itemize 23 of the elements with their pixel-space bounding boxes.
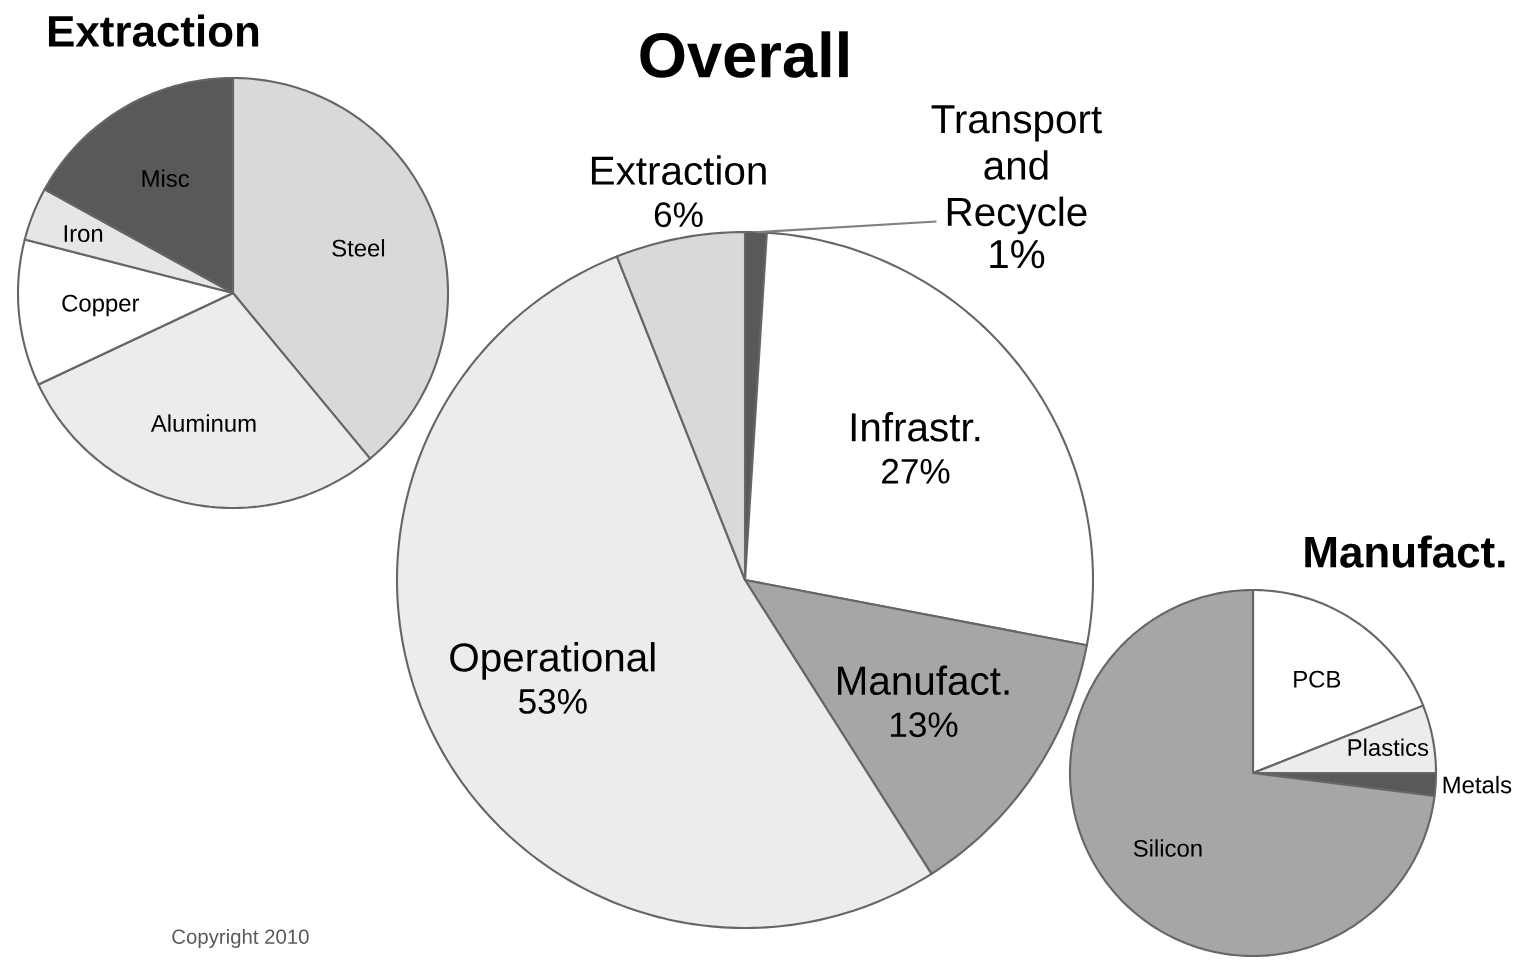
chart-title: Manufact. [1305, 535, 1505, 568]
data-label: 6% [654, 202, 703, 228]
slice-label: Silicon [1133, 839, 1202, 857]
slice-label: Plastics [1348, 738, 1429, 757]
slice-label: PCB [1294, 670, 1341, 688]
slice-label: Operational [450, 642, 655, 680]
slice-label: Copper [62, 294, 140, 317]
data-label: 53% [519, 689, 587, 714]
data-label: 1% [990, 239, 1045, 269]
slice-label: Steel [332, 239, 385, 257]
slice-label: Metals [1443, 775, 1512, 794]
slice-label: Aluminum [150, 414, 256, 432]
slice-label: Transport and Recycle [931, 105, 1102, 235]
data-label: 13% [890, 712, 958, 738]
slice-label: Manufact. [838, 665, 1009, 696]
chart-title: Overall [640, 31, 848, 78]
slice-label: Misc [142, 169, 190, 188]
slice-label: Extraction [591, 155, 766, 186]
slice-label: Iron [64, 225, 103, 242]
slice-label: Infrastr. [851, 411, 980, 442]
text: Copyright 2010 [172, 928, 309, 948]
data-label: 27% [882, 458, 950, 484]
chart-title: Extraction [48, 14, 259, 47]
